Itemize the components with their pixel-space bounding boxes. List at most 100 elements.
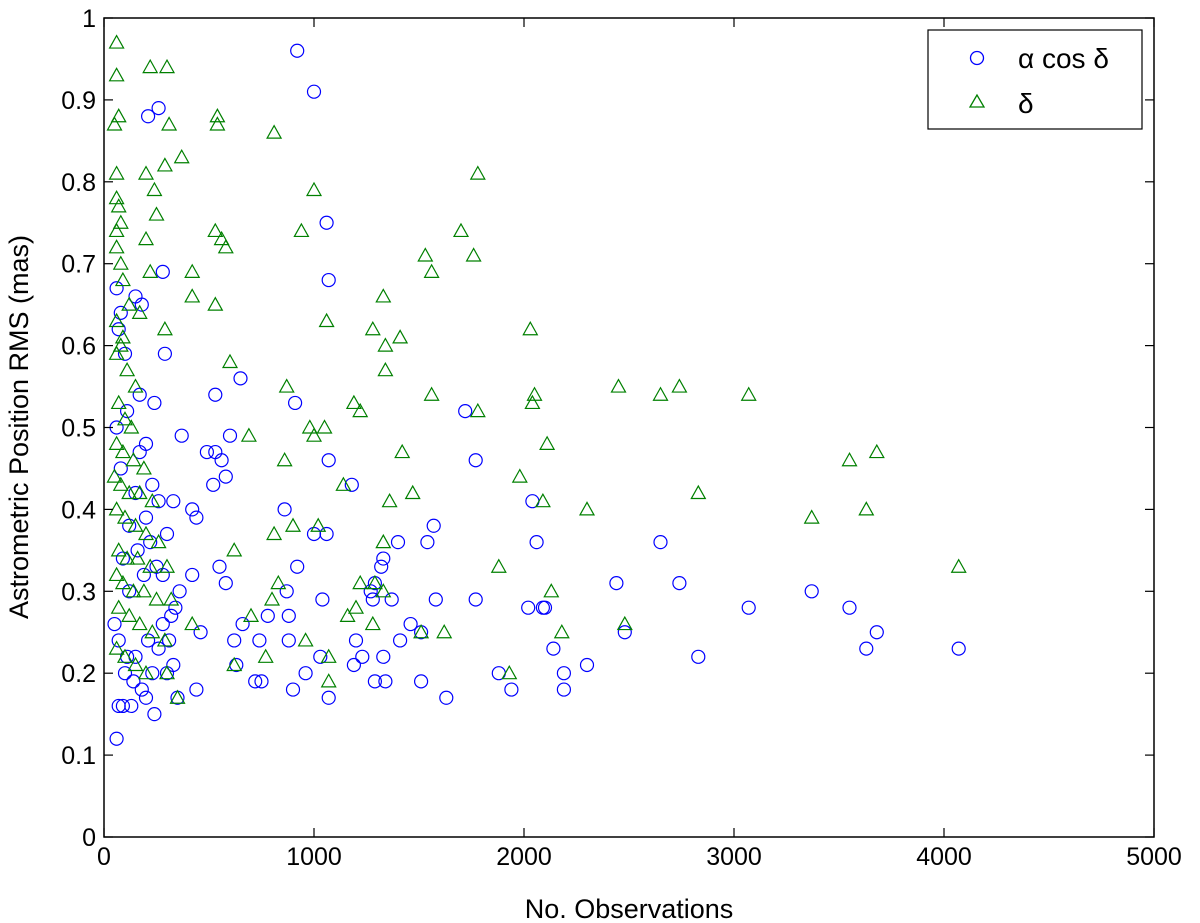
data-point-circle: [252, 633, 267, 648]
legend-circle-icon: [969, 50, 985, 66]
data-point-triangle: [320, 648, 337, 663]
data-point-circle: [218, 576, 233, 591]
data-point-triangle: [161, 116, 178, 131]
data-point-triangle: [116, 509, 134, 524]
data-point-triangle: [266, 525, 283, 541]
data-point-circle: [279, 584, 294, 599]
data-point-triangle: [339, 607, 356, 622]
data-point-triangle: [131, 304, 148, 319]
data-point-triangle: [108, 312, 125, 328]
y-axis: 0 0.1 0.2 0.3 0.4 0.5 0.6 0.7 0.8 0.9 1: [61, 5, 1154, 852]
data-point-circle: [653, 535, 668, 550]
data-point-circle: [115, 698, 131, 714]
data-point-triangle: [616, 615, 633, 631]
data-point-circle: [113, 305, 128, 320]
data-point-triangle: [108, 67, 125, 82]
data-point-triangle: [213, 230, 230, 246]
data-point-triangle: [158, 664, 176, 680]
data-point-triangle: [436, 624, 453, 639]
data-point-triangle: [841, 452, 858, 467]
data-point-triangle: [394, 443, 411, 459]
data-point-circle: [285, 682, 301, 697]
data-point-triangle: [148, 591, 165, 606]
data-point-circle: [147, 707, 162, 722]
data-point-triangle: [345, 394, 362, 410]
data-point-circle: [609, 576, 624, 591]
data-point-triangle: [375, 583, 392, 598]
data-point-circle: [122, 584, 137, 599]
data-point-triangle: [144, 492, 161, 508]
data-point-triangle: [226, 656, 243, 672]
data-point-triangle: [119, 361, 136, 377]
data-point-triangle: [209, 116, 226, 131]
data-point-triangle: [112, 214, 129, 229]
data-point-triangle: [112, 337, 129, 352]
data-point-circle: [672, 576, 687, 591]
data-point-circle: [235, 616, 250, 632]
y-tick-label: 0.9: [61, 87, 96, 115]
data-point-triangle: [270, 574, 287, 590]
data-point-triangle: [293, 222, 310, 238]
x-axis: 0 1000 2000 3000 4000 5000: [97, 18, 1182, 871]
data-point-circle: [145, 477, 160, 492]
data-point-triangle: [490, 558, 507, 573]
data-point-circle: [504, 682, 519, 697]
data-point-triangle: [125, 583, 142, 598]
data-point-circle: [130, 543, 145, 558]
data-point-triangle: [404, 484, 421, 500]
data-point-circle: [166, 657, 181, 673]
data-point-circle: [617, 625, 632, 640]
data-point-triangle: [125, 452, 142, 467]
data-point-circle: [227, 633, 242, 648]
data-point-circle: [306, 84, 322, 99]
data-point-circle: [290, 559, 305, 574]
data-point-circle: [367, 674, 382, 689]
data-point-circle: [458, 404, 473, 419]
data-point-triangle: [108, 34, 125, 49]
data-point-circle: [157, 346, 172, 361]
data-point-circle: [124, 698, 139, 714]
data-point-circle: [206, 477, 221, 492]
data-point-triangle: [217, 239, 234, 254]
x-tick-label: 3000: [706, 843, 762, 871]
x-tick-label: 5000: [1126, 843, 1182, 871]
y-tick-label: 0.2: [61, 660, 96, 688]
data-point-circle: [468, 592, 483, 607]
data-point-triangle: [320, 673, 337, 688]
data-point-circle: [348, 633, 364, 648]
data-point-circle: [233, 371, 248, 386]
data-point-triangle: [413, 624, 430, 639]
data-point-circle: [355, 649, 370, 664]
data-point-triangle: [150, 533, 167, 549]
data-point-triangle: [112, 476, 129, 491]
data-point-triangle: [142, 263, 159, 278]
data-point-triangle: [858, 501, 875, 516]
data-point-triangle: [377, 337, 394, 352]
data-point-triangle: [347, 599, 365, 614]
data-point-circle: [185, 502, 200, 517]
data-point-circle: [162, 633, 177, 648]
data-point-triangle: [278, 378, 295, 393]
data-point-triangle: [207, 296, 224, 311]
data-point-triangle: [106, 116, 123, 131]
data-point-triangle: [156, 157, 173, 172]
data-point-triangle: [301, 419, 318, 434]
data-point-circle: [390, 535, 406, 550]
data-point-circle: [277, 502, 292, 517]
data-point-circle: [151, 641, 166, 656]
data-point-triangle: [108, 435, 125, 450]
data-point-circle: [403, 616, 418, 632]
data-point-triangle: [110, 198, 127, 213]
data-point-triangle: [123, 419, 140, 434]
legend-label-series-2: δ: [1018, 88, 1034, 119]
data-point-circle: [365, 592, 380, 607]
data-point-triangle: [108, 640, 125, 655]
data-point-triangle: [284, 517, 302, 532]
data-point-triangle: [381, 492, 398, 508]
data-point-circle: [315, 592, 330, 607]
data-point-triangle: [142, 558, 159, 573]
data-point-circle: [313, 649, 328, 664]
data-point-circle: [109, 281, 124, 296]
data-point-triangle: [110, 542, 127, 557]
data-point-triangle: [868, 443, 885, 459]
